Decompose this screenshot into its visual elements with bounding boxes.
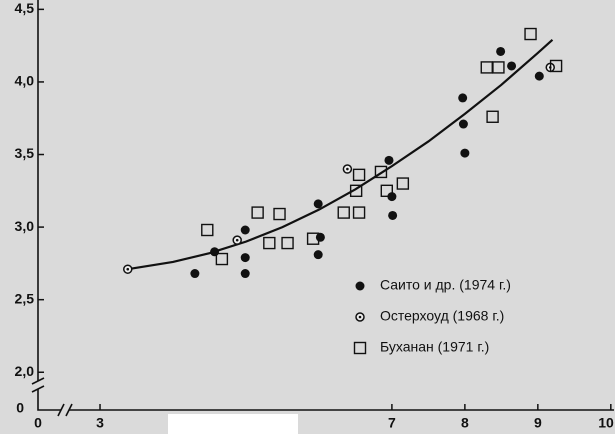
point: [232, 235, 242, 245]
y-tick-label: 3,5: [15, 145, 35, 161]
point: [388, 210, 398, 220]
point: [384, 155, 394, 165]
y-break: [31, 385, 45, 393]
y-tick-label: 2,5: [15, 290, 35, 306]
point: [534, 71, 544, 81]
y-tick-label: 2,0: [15, 363, 35, 379]
y-break: [31, 377, 45, 385]
point: [240, 253, 250, 263]
point: [374, 165, 388, 179]
y-tick-label: 4,0: [15, 73, 35, 89]
point: [337, 206, 350, 219]
axis-corner: [37, 389, 61, 411]
point: [315, 232, 325, 242]
point: [355, 312, 365, 322]
point-dot: [358, 315, 362, 319]
y-zero-label: 0: [16, 400, 24, 416]
point: [273, 207, 286, 221]
y-tick-label: 3,0: [15, 218, 35, 234]
point: [549, 59, 563, 73]
x-break: [65, 403, 73, 417]
point: [313, 199, 323, 209]
x-tick-label: 9: [534, 415, 542, 431]
axes: [31, 0, 614, 417]
point: [263, 236, 276, 250]
point: [380, 184, 393, 198]
fit-curve: [127, 39, 554, 271]
point: [507, 61, 517, 71]
point: [460, 148, 470, 158]
point: [190, 269, 200, 279]
point: [342, 164, 353, 174]
point: [215, 252, 229, 266]
point: [210, 247, 220, 257]
y-tick-label: 4,5: [15, 0, 35, 16]
point: [349, 184, 363, 198]
point-dot: [346, 167, 349, 171]
x-tick-label: 3: [96, 415, 104, 431]
legend-label: Саито и др. (1974 г.): [380, 277, 511, 293]
x-zero-label: 0: [34, 415, 42, 431]
x-break: [57, 403, 65, 417]
point: [355, 281, 365, 291]
point: [486, 110, 499, 123]
point: [281, 236, 294, 250]
point: [240, 269, 250, 279]
point: [251, 206, 264, 219]
label-cover: [168, 414, 298, 434]
point: [396, 177, 410, 190]
legend-label: Остерхоуд (1968 г.): [380, 308, 504, 324]
point: [496, 46, 506, 56]
x-tick-label: 7: [388, 415, 396, 431]
point: [201, 223, 214, 237]
point: [352, 206, 366, 219]
point: [458, 119, 468, 129]
point: [313, 250, 323, 260]
point: [240, 225, 250, 235]
point: [306, 232, 320, 245]
point: [353, 341, 367, 355]
point: [524, 27, 537, 41]
point: [123, 264, 133, 274]
point: [352, 168, 366, 182]
point: [492, 61, 505, 74]
legend-label: Буханан (1971 г.): [380, 339, 489, 355]
x-tick-label: 8: [461, 415, 469, 431]
point-dot: [126, 267, 130, 271]
x-tick-label: 10: [598, 415, 614, 431]
point: [458, 93, 468, 103]
point-dot: [235, 238, 239, 242]
